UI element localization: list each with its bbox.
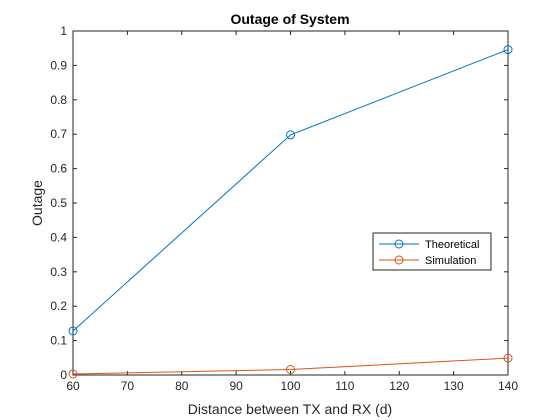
- y-tick-label: 0.1: [50, 334, 67, 348]
- legend-label-simulation: Simulation: [425, 255, 476, 267]
- x-tick-label: 80: [175, 379, 189, 393]
- theoretical-data-point: [503, 45, 513, 55]
- legend: Theoretical Simulation: [372, 232, 492, 271]
- simulation-data-point: [503, 353, 513, 363]
- x-axis-label: Distance between TX and RX (d): [188, 401, 392, 417]
- y-tick-label: 1: [60, 24, 67, 38]
- y-tick-label: 0.6: [50, 162, 67, 176]
- legend-label-theoretical: Theoretical: [425, 239, 479, 251]
- theoretical-series-line: [72, 49, 509, 332]
- simulation-data-point: [286, 364, 295, 374]
- x-tick-label: 120: [389, 379, 409, 393]
- x-tick-label: 90: [229, 379, 243, 393]
- y-axis-label: Outage: [29, 180, 45, 226]
- theoretical-data-point: [286, 130, 295, 140]
- y-tick-label: 0.4: [50, 230, 67, 244]
- y-tick-label: 0.9: [50, 58, 67, 72]
- simulation-data-point: [68, 369, 78, 379]
- chart-title: Outage of System: [230, 11, 349, 27]
- x-tick-label: 100: [280, 379, 300, 393]
- plot-area: [72, 30, 509, 376]
- x-tick-label: 60: [66, 379, 80, 393]
- series-layer: [68, 45, 513, 379]
- y-tick-label: 0.5: [50, 196, 67, 210]
- axis-ticks: 60 70 80 90 100 110 120 130 140 0 0.1 0.2 0.3 0.4 0.5 0…: [50, 24, 518, 393]
- simulation-series-line: [72, 357, 509, 375]
- y-tick-label: 0.8: [50, 93, 67, 107]
- x-tick-label: 70: [121, 379, 135, 393]
- y-tick-label: 0.2: [50, 299, 67, 313]
- legend-box: [372, 232, 492, 271]
- theoretical-data-point: [68, 326, 78, 336]
- x-tick-label: 140: [498, 379, 518, 393]
- legend-marker-simulation: [394, 255, 404, 265]
- x-tick-label: 130: [444, 379, 464, 393]
- legend-marker-theoretical: [394, 239, 404, 249]
- y-tick-label: 0: [60, 368, 67, 382]
- x-tick-label: 110: [335, 379, 354, 393]
- y-tick-label: 0.3: [50, 265, 67, 279]
- y-tick-label: 0.7: [50, 127, 67, 141]
